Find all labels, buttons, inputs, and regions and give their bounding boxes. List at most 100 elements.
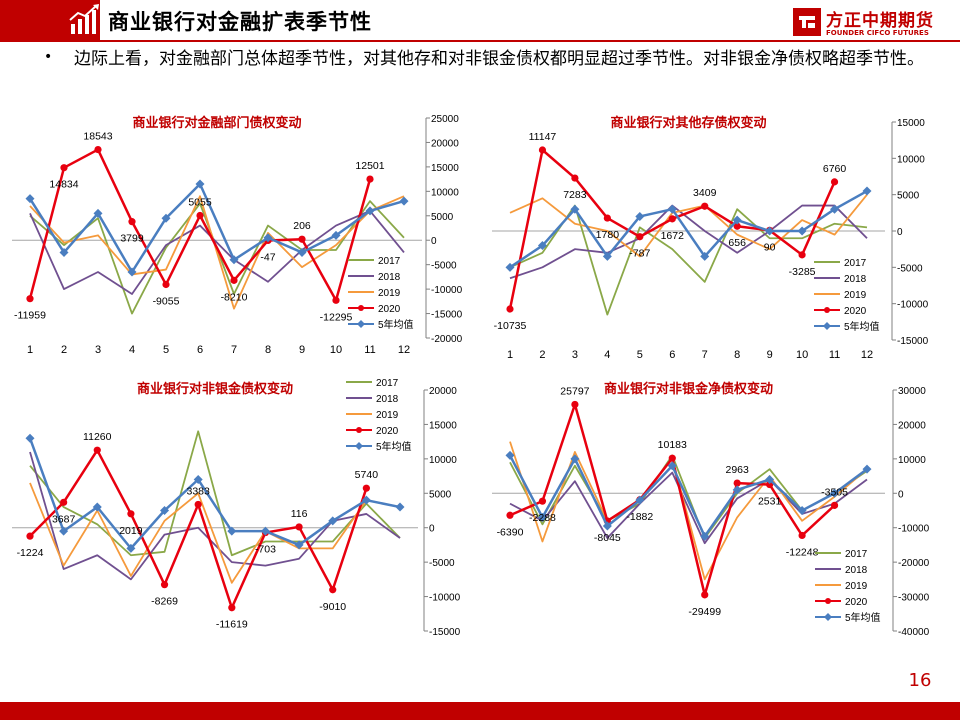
data-point-5年均值	[193, 475, 203, 485]
data-point-5年均值	[570, 204, 580, 214]
x-tick-label: 4	[604, 349, 610, 361]
data-point-5年均值	[537, 241, 547, 251]
data-label: 3687	[52, 513, 76, 525]
y-tick-label: 10000	[429, 455, 457, 466]
data-point-5年均值	[25, 433, 35, 443]
data-label: -1224	[17, 547, 44, 559]
data-point-2020	[701, 591, 709, 599]
y-tick-label: -15000	[431, 310, 463, 321]
y-tick-label: 30000	[898, 386, 926, 397]
legend-label: 2020	[376, 426, 399, 437]
x-tick-label: 12	[398, 344, 410, 356]
data-label: -2288	[529, 512, 556, 524]
data-point-5年均值	[667, 461, 677, 471]
y-tick-label: 0	[429, 524, 435, 535]
data-point-2020	[830, 501, 839, 509]
legend-label: 2019	[845, 581, 868, 592]
data-label: -9055	[153, 295, 180, 307]
legend-marker	[824, 307, 830, 313]
data-label: 14834	[49, 179, 78, 191]
data-point-5年均值	[635, 495, 645, 505]
data-point-2020	[798, 251, 806, 259]
data-label: -47	[260, 251, 275, 263]
data-point-5年均值	[765, 226, 775, 236]
chart-nonbank-financial-claims: 商业银行对非银金债权变动 -15000 -10000 -5000 0 5000 10000 1…	[12, 378, 461, 638]
data-point-5年均值	[59, 247, 69, 257]
data-point-2020	[798, 531, 806, 540]
data-point-5年均值	[700, 251, 710, 261]
x-tick-label: 3	[95, 344, 101, 356]
data-point-2020	[60, 498, 68, 506]
data-label: -6390	[497, 526, 524, 538]
x-tick-label: 1	[507, 349, 513, 361]
data-point-2020	[94, 145, 102, 154]
y-tick-label: 10000	[431, 187, 459, 198]
chart-other-depository-claims: 商业银行对其他存债权变动 -15000 -10000 -5000 0 5000 10000 1…	[492, 115, 929, 361]
y-tick-label: 0	[431, 236, 437, 247]
legend-label: 2020	[845, 597, 868, 608]
data-point-2020	[506, 305, 514, 313]
series-line-2019	[29, 195, 405, 310]
y-tick-label: 0	[897, 227, 903, 238]
data-point-5年均值	[505, 450, 515, 460]
legend-label: 2018	[378, 272, 401, 283]
data-point-5年均值	[797, 506, 807, 515]
data-point-2020	[733, 479, 741, 487]
series-line-2019	[29, 482, 401, 584]
series-line-2018	[29, 451, 401, 581]
legend-marker	[825, 598, 831, 604]
data-label: -3285	[789, 266, 816, 278]
data-label: -703	[255, 544, 276, 556]
data-point-5年均值	[331, 230, 341, 240]
data-point-2020	[194, 500, 202, 509]
legend-label: 2018	[376, 394, 399, 405]
legend-label: 2017	[376, 378, 399, 389]
legend-marker	[357, 320, 365, 328]
data-point-2020	[26, 295, 34, 303]
data-point-2020	[668, 215, 676, 223]
data-label: 90	[764, 241, 776, 253]
data-point-5年均值	[862, 186, 872, 196]
data-label: 6760	[823, 163, 847, 175]
data-label: -8210	[221, 291, 248, 303]
data-point-2020	[571, 400, 579, 409]
data-point-5年均值	[361, 495, 371, 505]
data-label: 1672	[661, 230, 685, 242]
chart-nonbank-net-claims: 商业银行对非银金净债权变动 -40000 -30000 -20000 -10000 0 10…	[492, 381, 930, 638]
data-label: 7283	[563, 189, 587, 201]
x-tick-label: 2	[61, 344, 67, 356]
data-point-5年均值	[260, 526, 270, 536]
y-tick-label: 10000	[897, 154, 925, 165]
x-tick-label: 7	[231, 344, 237, 356]
chart-title: 商业银行对非银金净债权变动	[604, 381, 773, 397]
legend-label: 2019	[376, 410, 399, 421]
data-label: 3799	[120, 233, 144, 245]
data-point-5年均值	[602, 251, 612, 261]
data-point-5年均值	[395, 502, 405, 512]
data-point-5年均值	[732, 485, 742, 495]
data-point-2020	[230, 276, 238, 284]
data-label: 656	[728, 237, 746, 249]
legend-label: 2018	[845, 565, 868, 576]
data-label: 3383	[187, 485, 211, 497]
data-label: 206	[293, 220, 311, 232]
legend-label: 5年均值	[845, 611, 881, 624]
data-point-5年均值	[797, 226, 807, 236]
x-tick-label: 12	[861, 349, 873, 361]
data-point-5年均值	[365, 206, 375, 216]
series-line-5年均值	[28, 437, 401, 550]
y-tick-label: -5000	[431, 261, 457, 272]
data-point-2020	[228, 604, 236, 612]
data-label: 5740	[355, 469, 379, 481]
data-point-2020	[329, 586, 337, 594]
data-point-2020	[127, 510, 135, 518]
y-tick-label: -10000	[898, 524, 930, 535]
y-tick-label: 25000	[431, 114, 459, 125]
legend-label: 2017	[378, 256, 401, 267]
y-tick-label: 20000	[898, 420, 926, 431]
data-point-2020	[830, 178, 839, 186]
founder-logo-icon	[793, 8, 821, 36]
x-tick-label: 4	[129, 344, 135, 356]
data-label: -12295	[320, 311, 353, 323]
y-tick-label: 5000	[431, 212, 454, 223]
